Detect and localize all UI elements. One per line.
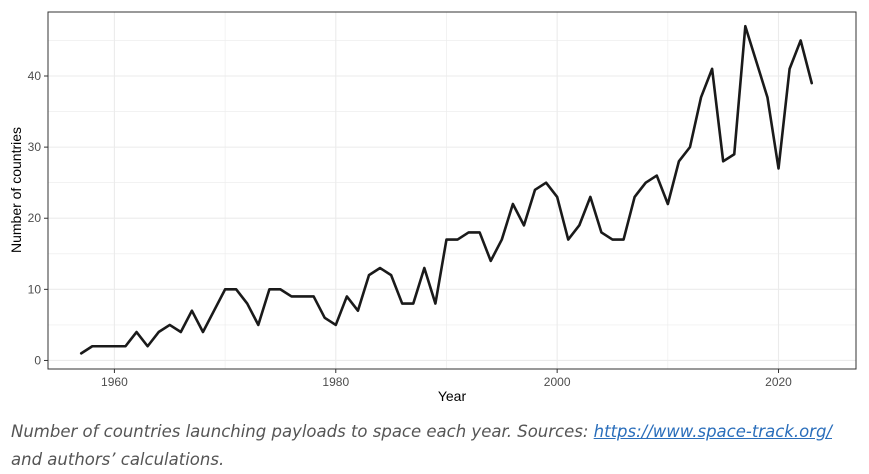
y-axis-title: Number of countries — [8, 127, 24, 253]
caption-text: Number of countries launching payloads t… — [11, 422, 594, 441]
line-chart: 1960 1980 2000 2020 0 10 20 30 40 Year Number o… — [8, 11, 857, 404]
x-axis-ticks: 1960 1980 2000 2020 — [101, 369, 792, 389]
x-tick-label: 1980 — [322, 375, 349, 389]
plot-border — [47, 11, 857, 370]
x-axis-title: Year — [438, 388, 467, 404]
y-tick-label: 30 — [28, 140, 42, 154]
figure-caption: Number of countries launching payloads t… — [11, 418, 861, 474]
x-tick-label: 2020 — [765, 375, 792, 389]
plot-panel — [48, 12, 856, 369]
series-line — [79, 24, 814, 355]
y-tick-label: 0 — [34, 353, 41, 367]
y-tick-label: 40 — [28, 69, 42, 83]
y-axis-ticks: 0 10 20 30 40 — [28, 69, 48, 367]
y-tick-label: 10 — [28, 282, 42, 296]
x-tick-label: 1960 — [101, 375, 128, 389]
y-tick-label: 20 — [28, 211, 42, 225]
caption-text-end: and authors’ calculations. — [11, 450, 225, 469]
space-track-link[interactable]: https://www.space-track.org/ — [593, 422, 832, 441]
minor-grid — [48, 12, 856, 369]
x-tick-label: 2000 — [544, 375, 571, 389]
major-grid — [48, 12, 856, 369]
